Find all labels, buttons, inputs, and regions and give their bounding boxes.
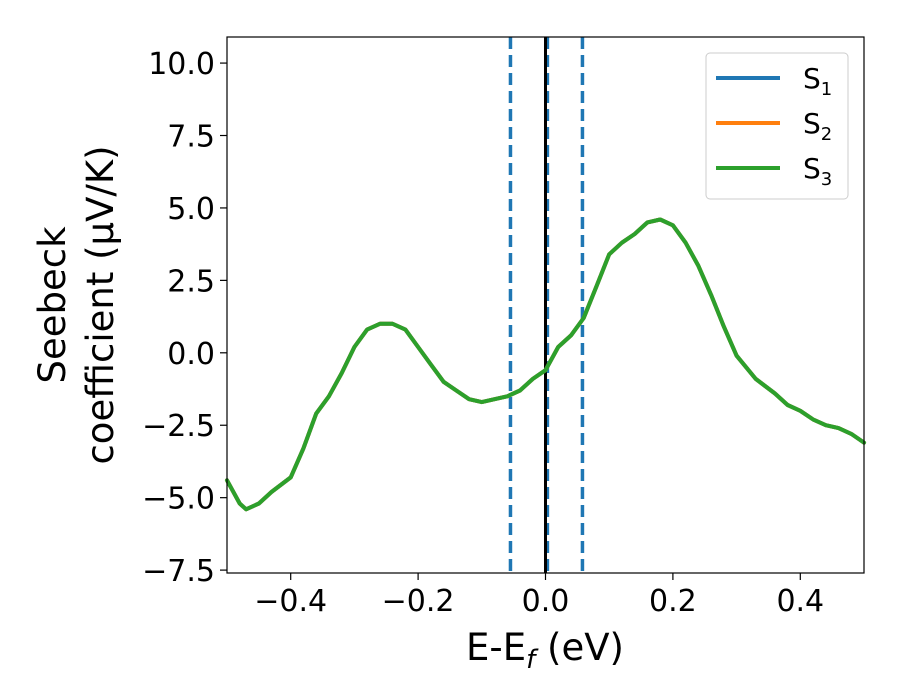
y-axis-title-line2: coefficient (μV/K) [79,145,122,464]
x-tick-label: 0.2 [649,584,697,619]
x-tick-label: 0.0 [522,584,570,619]
y-tick-label: 10.0 [148,47,215,82]
legend-label-3: S3 [803,152,832,190]
y-tick-label: 0.0 [167,337,215,372]
y-tick-label: 5.0 [167,192,215,227]
y-tick-label: −2.5 [142,409,215,444]
legend-box [705,52,849,200]
y-axis-title-line1: Seebeck [31,226,74,384]
y-tick-label: −7.5 [142,554,215,589]
series-line-3 [225,217,866,512]
y-tick-label: 2.5 [167,264,215,299]
legend-label-subscript: 2 [821,124,832,145]
y-tick-label: 7.5 [167,120,215,155]
x-axis-title-main: E-E [466,626,526,669]
vertical-lines [508,37,585,573]
legend-label-1: S1 [803,62,832,100]
x-axis-title-unit: (eV) [535,626,624,669]
x-axis-ticks: −0.4 −0.2 0.0 0.2 0.4 [254,573,824,619]
legend-label-subscript: 3 [821,169,832,190]
y-tick-label: −5.0 [142,482,215,517]
series-lines [225,217,866,512]
legend-label-subscript: 1 [821,79,832,100]
x-tick-label: −0.2 [382,584,455,619]
y-axis-ticks: −7.5 −5.0 −2.5 0.0 2.5 5.0 7.5 10.0 [142,47,227,589]
legend-label-name: S [803,62,821,95]
x-tick-label: −0.4 [254,584,327,619]
y-axis-title: Seebeck coefficient (μV/K) [31,145,122,464]
legend-label-name: S [803,152,821,185]
legend-label-name: S [803,107,821,140]
legend-label-2: S2 [803,107,832,145]
x-axis-title: E-Ef (eV) [466,626,624,675]
x-tick-label: 0.4 [776,584,824,619]
